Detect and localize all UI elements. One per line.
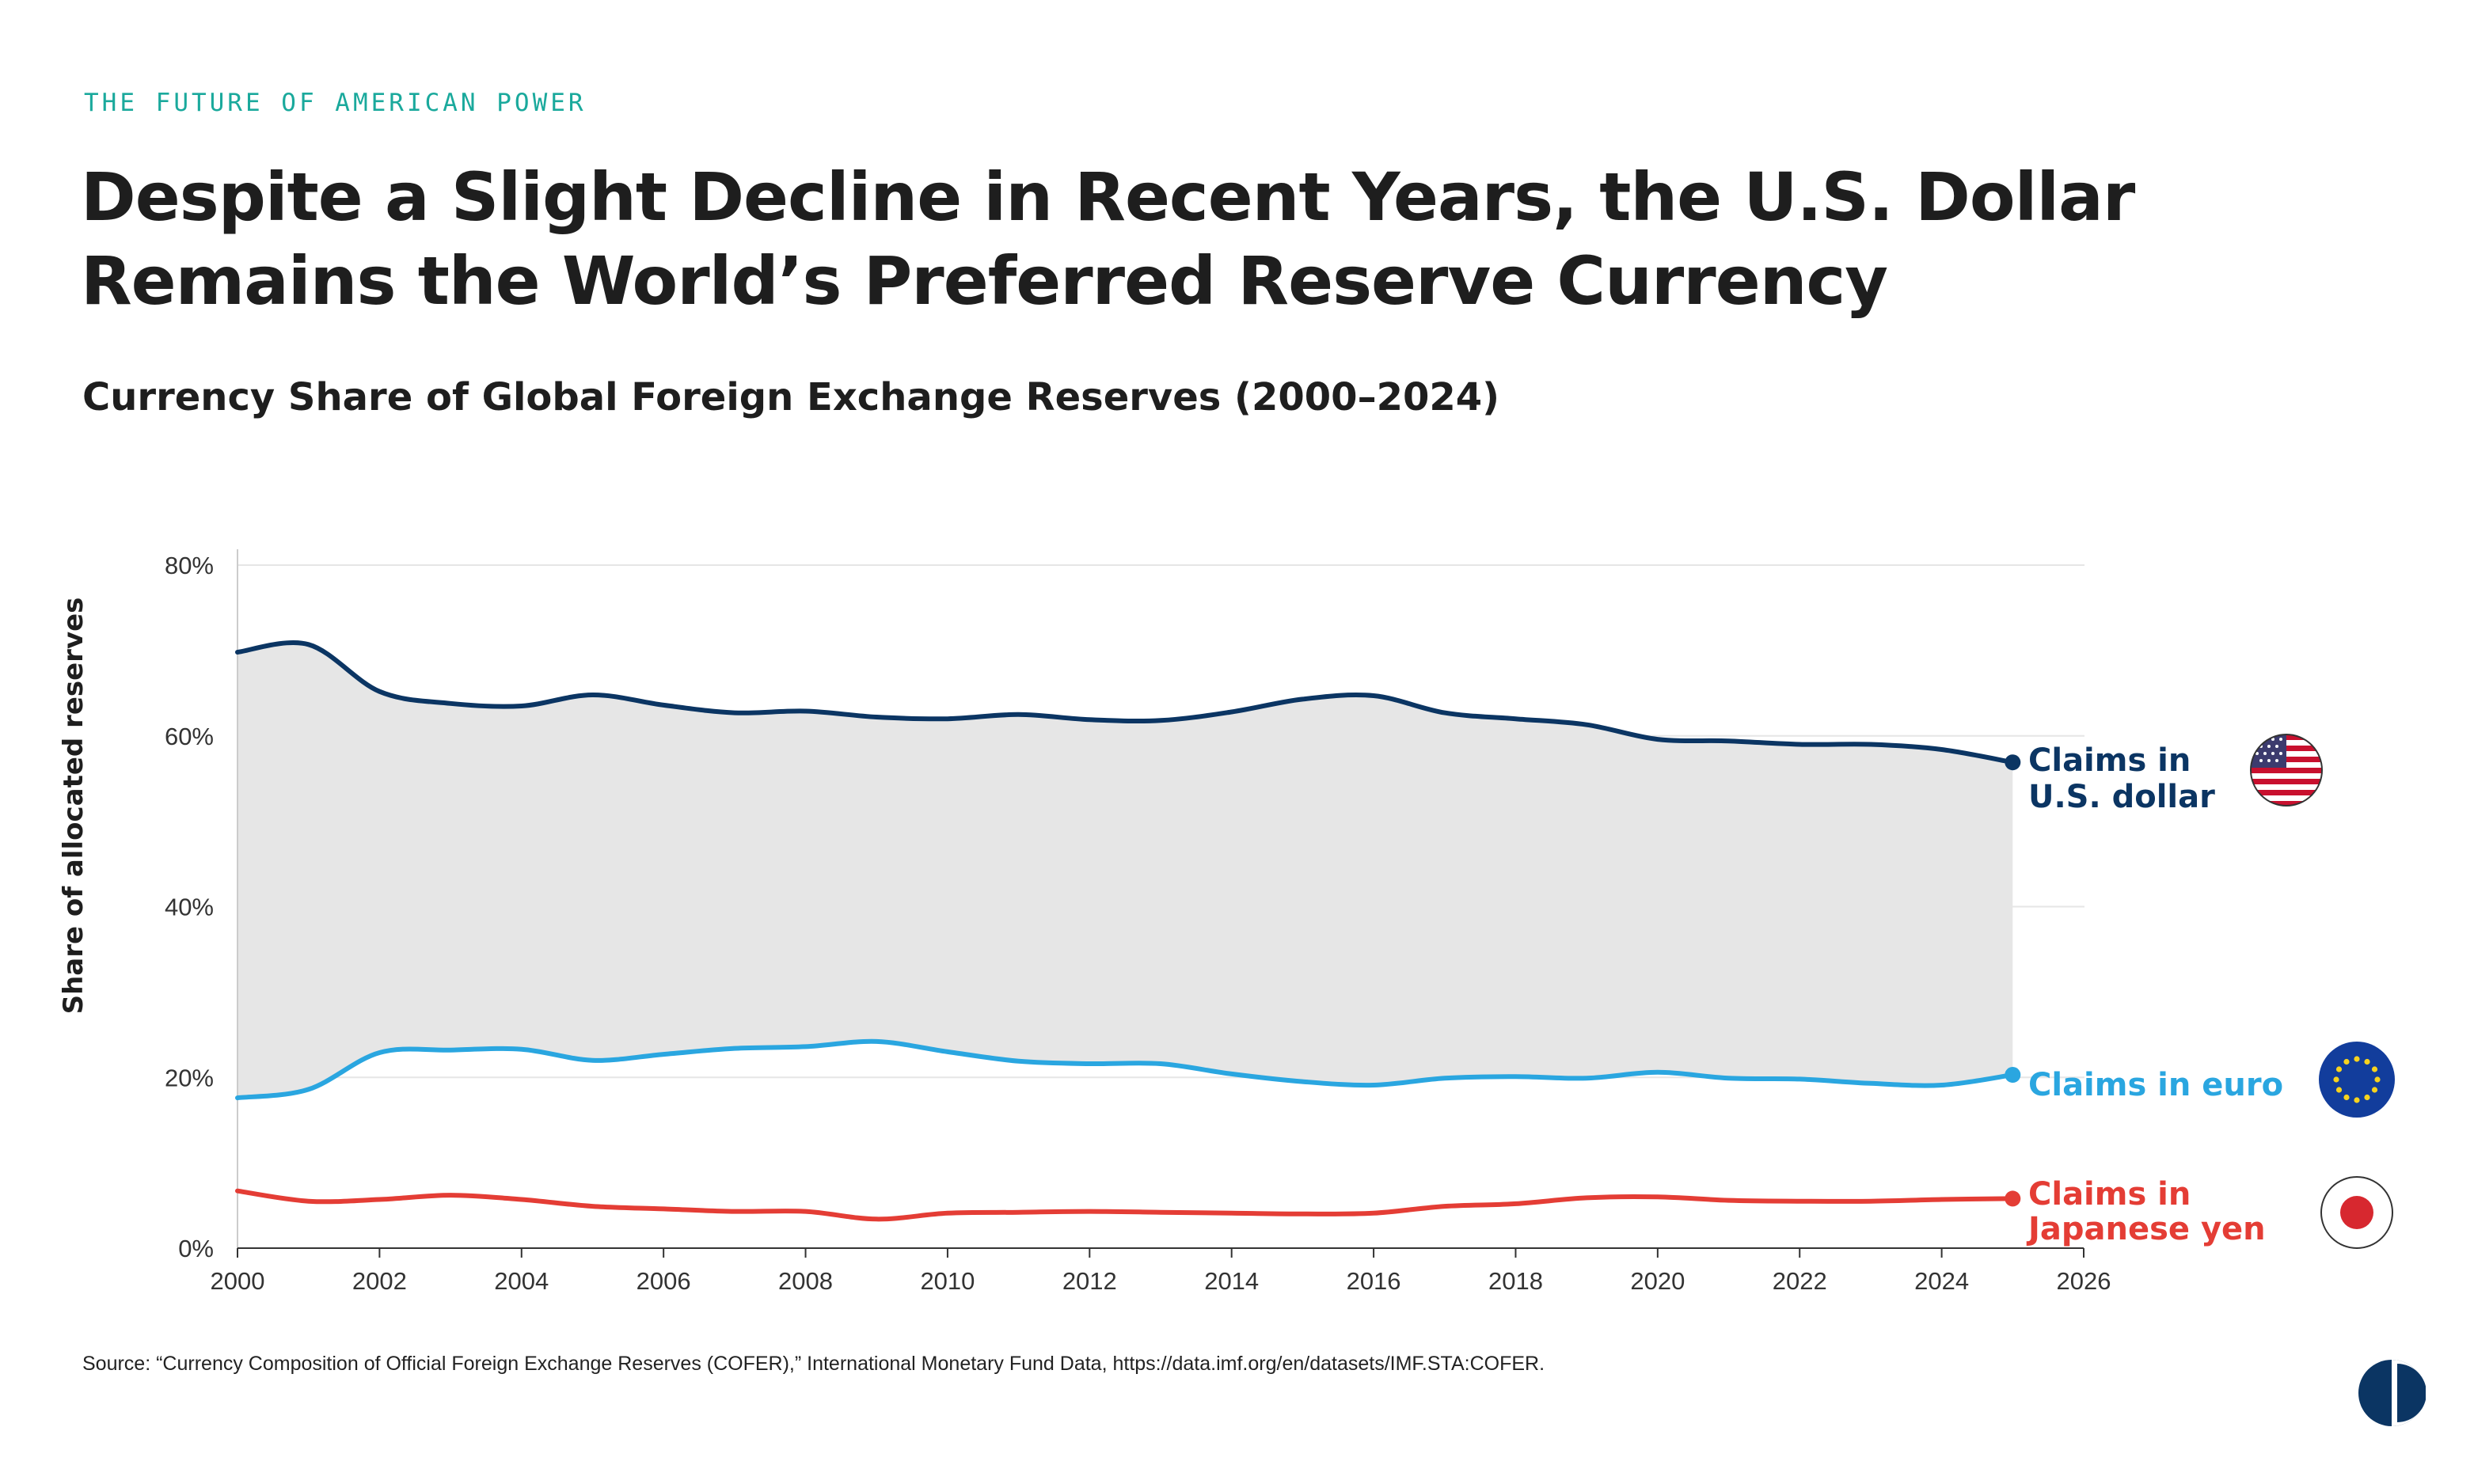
x-tick-label: 2000 [211, 1267, 265, 1295]
publisher-logo-icon [2358, 1360, 2426, 1426]
series-label-claims-in-japanese-yen: Claims in [2028, 1176, 2191, 1213]
x-tick-label: 2008 [778, 1267, 833, 1295]
series-label-claims-in-japanese-yen: Japanese yen [2026, 1211, 2266, 1247]
y-tick-label: 40% [165, 894, 214, 921]
y-tick-label: 0% [178, 1235, 214, 1262]
end-point-claims-in-japanese-yen [2005, 1190, 2021, 1207]
x-tick-label: 2012 [1062, 1267, 1117, 1295]
x-tick-label: 2004 [494, 1267, 549, 1295]
series-label-claims-in-euro: Claims in euro [2028, 1067, 2283, 1103]
japan-flag-icon [2320, 1176, 2393, 1249]
line-claims-in-japanese-yen [235, 1188, 2016, 1222]
kicker: THE FUTURE OF AMERICAN POWER [84, 89, 587, 117]
end-point-claims-in-euro [2005, 1067, 2021, 1084]
line-claims-in-u-s-dollar [235, 640, 2016, 765]
x-tick-label: 2026 [2057, 1267, 2111, 1295]
shaded-area [238, 643, 2013, 1099]
x-tick-label: 2006 [637, 1267, 691, 1295]
end-point-claims-in-u-s-dollar [2005, 754, 2021, 771]
eu-flag-icon [2319, 1042, 2395, 1118]
source-note: Source: “Currency Composition of Officia… [82, 1353, 1545, 1375]
series-label-claims-in-u-s-dollar: Claims in [2028, 742, 2191, 779]
x-tick-label: 2010 [920, 1267, 975, 1295]
line-claims-in-euro [235, 1038, 2016, 1101]
series-lines [235, 640, 2021, 1222]
x-tick-label: 2016 [1347, 1267, 1401, 1295]
x-tick-label: 2020 [1630, 1267, 1685, 1295]
chart-title: Despite a Slight Decline in Recent Years… [81, 158, 2135, 320]
chart-subtitle: Currency Share of Global Foreign Exchang… [82, 375, 1500, 419]
y-tick-label: 80% [165, 552, 214, 579]
x-tick-label: 2022 [1773, 1267, 1827, 1295]
y-axis-label: Share of allocated reserves [58, 598, 89, 1015]
axes: 0% 20% 40% 60% 80% 2000 2002 2004 2006 2008 2010 20… [165, 549, 2111, 1295]
x-tick-label: 2014 [1204, 1267, 1259, 1295]
series-label-claims-in-u-s-dollar: U.S. dollar [2028, 779, 2215, 815]
y-tick-label: 60% [165, 723, 214, 750]
x-tick-label: 2024 [1914, 1267, 1969, 1295]
area-dollar-minus-euro [238, 643, 2013, 1099]
x-tick-label: 2002 [352, 1267, 407, 1295]
y-tick-label: 20% [165, 1064, 214, 1091]
us-flag-icon [2250, 734, 2323, 807]
x-tick-label: 2018 [1488, 1267, 1543, 1295]
